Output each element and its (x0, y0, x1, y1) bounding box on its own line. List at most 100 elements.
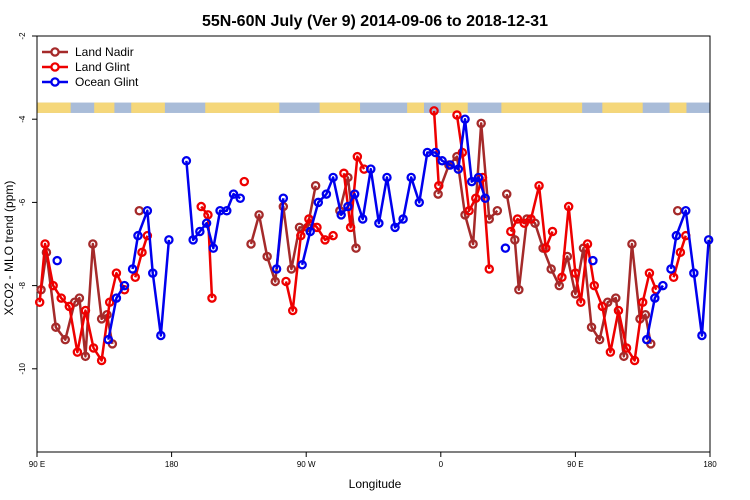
data-point (156, 330, 166, 341)
data-point (589, 280, 599, 291)
data-point (582, 239, 593, 249)
data-point (287, 305, 298, 316)
data-point (514, 285, 524, 295)
data-point (188, 235, 198, 245)
series-line (131, 209, 171, 337)
data-point (196, 201, 206, 212)
data-point (534, 181, 544, 191)
data-point (352, 151, 363, 162)
strip-land (37, 102, 71, 113)
data-point (433, 189, 443, 199)
data-point (80, 305, 91, 316)
data-point (619, 351, 629, 362)
data-point (464, 205, 474, 216)
legend-label: Land Nadir (75, 45, 134, 59)
y-tick-label: -6 (18, 198, 27, 206)
data-point (305, 226, 315, 237)
data-point (201, 218, 212, 228)
data-point (586, 322, 597, 332)
data-point (349, 189, 360, 199)
data-point (52, 255, 62, 266)
data-point (398, 214, 408, 224)
strip-land (94, 102, 115, 113)
series-line (672, 235, 687, 278)
data-point (476, 118, 486, 129)
data-point (328, 172, 338, 183)
data-point (111, 268, 122, 278)
data-point (563, 201, 574, 212)
data-point (320, 235, 330, 245)
strip-land (440, 102, 468, 113)
data-point (675, 247, 686, 258)
data-point (390, 222, 400, 233)
x-tick-label: 90 W (297, 460, 316, 469)
data-point (296, 230, 306, 241)
strip-land (669, 102, 687, 113)
data-point (130, 272, 141, 283)
series-line (38, 242, 126, 362)
data-point (519, 218, 530, 228)
data-point (239, 176, 250, 187)
data-point (328, 230, 338, 241)
data-point (111, 293, 122, 303)
data-point (228, 189, 239, 199)
data-point (502, 189, 512, 199)
series-land-nadir (36, 118, 683, 362)
legend-label: Ocean Glint (75, 75, 139, 89)
legend-label: Land Glint (75, 60, 130, 74)
data-point (541, 243, 551, 253)
data-point (526, 214, 536, 224)
legend-marker (50, 77, 60, 87)
data-point (339, 168, 349, 179)
data-point (681, 205, 691, 216)
data-point (445, 160, 455, 170)
y-axis-label: XCO2 - MLO trend (ppm) (2, 181, 16, 316)
data-point (64, 301, 75, 312)
plot-frame (36, 35, 711, 453)
data-point (80, 351, 91, 362)
data-point (96, 355, 107, 366)
data-point (51, 322, 61, 332)
data-point (437, 156, 447, 166)
data-point (414, 197, 425, 208)
data-point (343, 201, 353, 212)
data-point (208, 243, 219, 253)
series-line (275, 198, 285, 270)
data-point (222, 205, 232, 216)
data-point (357, 214, 368, 224)
data-point (127, 264, 138, 274)
data-point (88, 239, 98, 249)
data-point (374, 218, 384, 228)
data-point (148, 268, 158, 278)
data-point (312, 222, 322, 233)
data-point (672, 205, 683, 216)
axes: 90 E 180 90 W 0 90 E 180 -2 -4 -6 -8 -10 (18, 32, 717, 469)
data-point (142, 230, 153, 241)
data-point (689, 268, 699, 278)
x-tick-label: 180 (165, 460, 179, 469)
y-tick-label: -10 (18, 362, 27, 374)
y-tick-label: -2 (18, 32, 27, 40)
data-point (703, 235, 714, 245)
data-point (452, 110, 462, 120)
data-point (557, 272, 567, 283)
data-point (278, 193, 289, 203)
land-ocean-strip (37, 102, 710, 113)
x-axis-label: Longitude (349, 477, 402, 491)
data-point (345, 222, 356, 233)
strip-land (131, 102, 165, 113)
data-point (588, 255, 598, 266)
y-tick-label: -4 (18, 115, 27, 123)
data-point (203, 210, 213, 220)
series-line (300, 117, 487, 266)
data-point (246, 239, 256, 249)
series-line (509, 184, 554, 250)
data-point (492, 205, 503, 216)
data-point (430, 147, 441, 158)
data-point (467, 176, 477, 187)
data-point (637, 297, 648, 307)
data-point (506, 226, 516, 237)
data-point (351, 243, 361, 253)
data-point (666, 264, 676, 274)
